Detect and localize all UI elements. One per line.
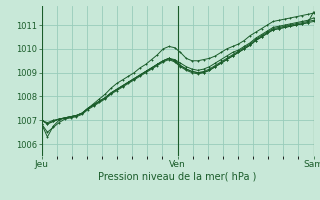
X-axis label: Pression niveau de la mer( hPa ): Pression niveau de la mer( hPa ): [99, 172, 257, 182]
